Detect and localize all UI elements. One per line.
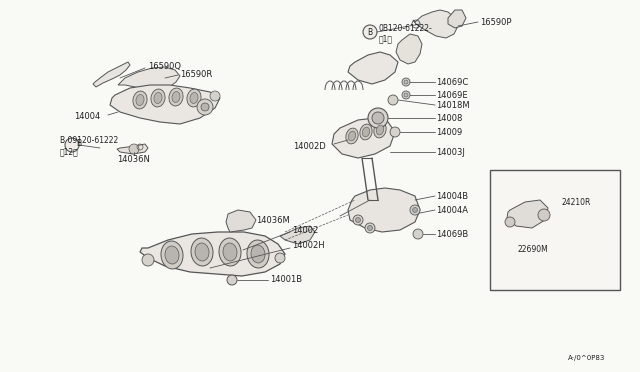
Text: 14002D: 14002D (293, 141, 326, 151)
Ellipse shape (169, 88, 183, 106)
Circle shape (365, 223, 375, 233)
Circle shape (142, 254, 154, 266)
Ellipse shape (133, 91, 147, 109)
Text: 14069E: 14069E (436, 90, 468, 99)
Text: 14036M: 14036M (256, 215, 290, 224)
Circle shape (201, 103, 209, 111)
Text: 16590R: 16590R (180, 70, 212, 78)
Circle shape (210, 91, 220, 101)
Ellipse shape (374, 122, 386, 138)
Circle shape (410, 205, 420, 215)
Text: 16590P: 16590P (480, 17, 511, 26)
Ellipse shape (376, 125, 383, 135)
Ellipse shape (165, 246, 179, 264)
Circle shape (363, 25, 377, 39)
Text: 14009: 14009 (436, 128, 462, 137)
Circle shape (372, 112, 384, 124)
Circle shape (368, 108, 388, 128)
Text: 14002: 14002 (292, 225, 318, 234)
Ellipse shape (151, 89, 165, 107)
Text: B: B (76, 138, 81, 148)
Text: 14004A: 14004A (436, 205, 468, 215)
Ellipse shape (346, 128, 358, 144)
Text: 22690M: 22690M (518, 246, 548, 254)
Polygon shape (140, 232, 285, 276)
Polygon shape (413, 10, 458, 38)
Text: 14008: 14008 (436, 113, 462, 122)
Ellipse shape (247, 240, 269, 268)
Text: 14004B: 14004B (436, 192, 468, 201)
Circle shape (413, 229, 423, 239)
Circle shape (353, 215, 363, 225)
Polygon shape (93, 62, 130, 87)
Ellipse shape (195, 243, 209, 261)
Circle shape (197, 99, 213, 115)
Ellipse shape (154, 93, 162, 103)
Circle shape (402, 78, 410, 86)
Ellipse shape (172, 92, 180, 102)
Circle shape (388, 95, 398, 105)
Polygon shape (448, 10, 466, 28)
Circle shape (227, 275, 237, 285)
Text: 14003J: 14003J (436, 148, 465, 157)
Text: 14018M: 14018M (436, 100, 470, 109)
Circle shape (355, 218, 360, 222)
Text: （12）: （12） (60, 148, 79, 157)
Polygon shape (396, 34, 422, 64)
Text: （1）: （1） (379, 35, 393, 44)
Ellipse shape (362, 127, 370, 137)
Ellipse shape (136, 94, 144, 105)
Text: 14004: 14004 (74, 112, 100, 121)
Polygon shape (348, 188, 420, 232)
Polygon shape (332, 118, 395, 158)
Circle shape (65, 138, 79, 152)
Polygon shape (348, 52, 398, 84)
Text: B: B (367, 28, 372, 36)
Polygon shape (280, 226, 315, 244)
Polygon shape (110, 85, 220, 124)
Circle shape (413, 208, 417, 212)
Text: 14036N: 14036N (118, 154, 150, 164)
Ellipse shape (360, 124, 372, 140)
Circle shape (129, 144, 139, 154)
Text: 14069B: 14069B (436, 230, 468, 238)
Text: B 09120-61222: B 09120-61222 (60, 135, 118, 144)
Circle shape (390, 127, 400, 137)
Ellipse shape (219, 238, 241, 266)
Circle shape (404, 80, 408, 84)
Text: 0B120-61222-: 0B120-61222- (379, 23, 433, 32)
Text: 24210R: 24210R (562, 198, 591, 206)
Text: 14002H: 14002H (292, 241, 324, 250)
Circle shape (505, 217, 515, 227)
Circle shape (275, 253, 285, 263)
Polygon shape (507, 200, 548, 228)
Text: 16590Q: 16590Q (148, 61, 181, 71)
Text: 14001B: 14001B (270, 276, 302, 285)
Circle shape (402, 91, 410, 99)
Ellipse shape (190, 93, 198, 103)
Circle shape (538, 209, 550, 221)
Circle shape (404, 93, 408, 97)
Ellipse shape (223, 243, 237, 261)
Polygon shape (118, 67, 180, 90)
Ellipse shape (251, 245, 265, 263)
Text: A·/0^0P83: A·/0^0P83 (568, 355, 605, 361)
Ellipse shape (187, 89, 201, 107)
FancyBboxPatch shape (490, 170, 620, 290)
Circle shape (367, 225, 372, 231)
Ellipse shape (191, 238, 213, 266)
Text: 14069C: 14069C (436, 77, 468, 87)
Polygon shape (226, 210, 256, 232)
Ellipse shape (161, 241, 183, 269)
Polygon shape (117, 144, 148, 154)
Ellipse shape (348, 131, 356, 141)
